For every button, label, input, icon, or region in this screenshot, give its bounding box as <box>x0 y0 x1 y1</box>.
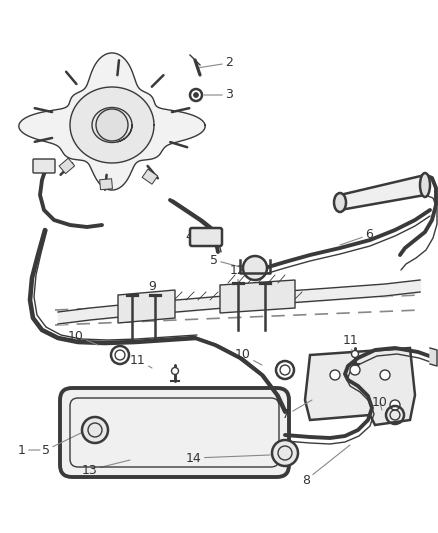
Circle shape <box>194 93 198 98</box>
Text: 14: 14 <box>186 451 270 464</box>
Circle shape <box>352 351 358 358</box>
Polygon shape <box>340 175 425 210</box>
Bar <box>59 158 75 174</box>
Text: 11: 11 <box>130 353 152 368</box>
Text: 10: 10 <box>235 349 262 365</box>
FancyBboxPatch shape <box>190 228 222 246</box>
Text: 6: 6 <box>340 229 373 245</box>
Circle shape <box>272 440 298 466</box>
Bar <box>142 169 158 184</box>
Circle shape <box>190 89 202 101</box>
Circle shape <box>243 256 267 280</box>
Text: 1: 1 <box>18 443 40 456</box>
Text: 4: 4 <box>185 230 210 244</box>
Polygon shape <box>430 348 437 366</box>
FancyBboxPatch shape <box>60 388 289 477</box>
Polygon shape <box>305 348 415 425</box>
Polygon shape <box>19 53 205 190</box>
Circle shape <box>172 367 179 375</box>
Text: 5: 5 <box>210 254 244 268</box>
Circle shape <box>96 109 128 141</box>
Text: 7: 7 <box>282 400 312 422</box>
Text: 3: 3 <box>204 88 233 101</box>
Ellipse shape <box>420 173 430 197</box>
Text: 12: 12 <box>230 263 246 283</box>
Ellipse shape <box>334 193 346 212</box>
Circle shape <box>390 400 400 410</box>
Polygon shape <box>220 280 295 313</box>
Text: 2: 2 <box>197 56 233 69</box>
Circle shape <box>380 370 390 380</box>
Text: 13: 13 <box>82 460 130 477</box>
Circle shape <box>82 417 108 443</box>
Text: 11: 11 <box>343 334 359 352</box>
Text: 10: 10 <box>372 397 388 410</box>
FancyBboxPatch shape <box>33 159 55 173</box>
Polygon shape <box>118 290 175 323</box>
Text: 9: 9 <box>145 279 156 298</box>
Text: 8: 8 <box>302 445 350 487</box>
Bar <box>99 179 113 190</box>
Text: 5: 5 <box>42 432 83 456</box>
Circle shape <box>330 370 340 380</box>
Text: 10: 10 <box>68 329 98 345</box>
Circle shape <box>350 365 360 375</box>
Polygon shape <box>70 87 154 163</box>
